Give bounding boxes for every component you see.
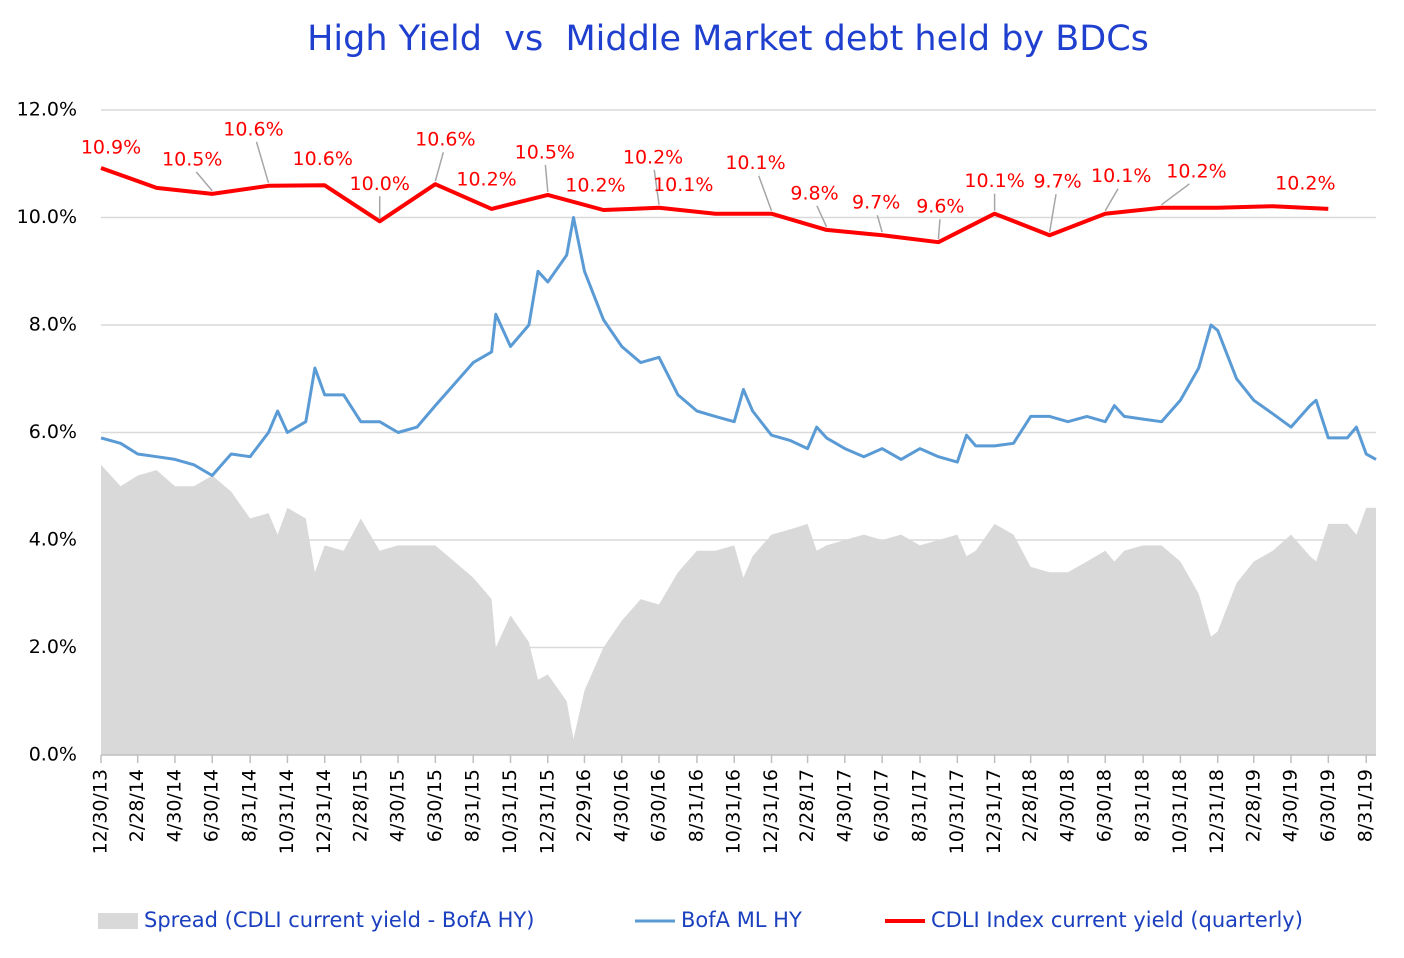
data-label: 10.6% bbox=[293, 148, 353, 170]
data-label: 10.9% bbox=[81, 137, 141, 159]
x-tick-label: 12/31/17 bbox=[983, 769, 1005, 854]
x-tick-label: 12/31/15 bbox=[536, 769, 558, 854]
legend-label: BofA ML HY bbox=[681, 908, 802, 932]
data-label: 10.1% bbox=[725, 152, 785, 174]
leader-line bbox=[876, 215, 883, 233]
x-tick-label: 2/28/15 bbox=[349, 769, 371, 842]
x-tick-label: 2/28/14 bbox=[126, 769, 148, 842]
x-tick-label: 4/30/14 bbox=[163, 769, 185, 842]
x-tick-label: 12/31/18 bbox=[1206, 769, 1228, 854]
y-tick-label: 10.0% bbox=[17, 206, 77, 228]
x-tick-label: 10/31/18 bbox=[1169, 769, 1191, 854]
y-tick-label: 8.0% bbox=[29, 314, 77, 336]
x-tick-label: 8/31/17 bbox=[909, 769, 931, 842]
x-tick-label: 8/31/16 bbox=[685, 769, 707, 842]
x-tick-label: 10/31/17 bbox=[946, 769, 968, 854]
x-tick-label: 8/31/14 bbox=[239, 769, 261, 842]
x-tick-label: 6/30/19 bbox=[1317, 769, 1339, 842]
leader-line bbox=[1104, 188, 1119, 212]
leader-line bbox=[816, 205, 828, 228]
data-label: 10.0% bbox=[350, 173, 410, 195]
y-tick-label: 2.0% bbox=[29, 636, 77, 658]
data-label: 10.1% bbox=[964, 170, 1024, 192]
data-label: 9.8% bbox=[790, 182, 838, 204]
y-tick-label: 12.0% bbox=[17, 99, 77, 121]
x-tick-label: 12/31/16 bbox=[760, 769, 782, 854]
line bbox=[100, 166, 1329, 245]
data-label: 10.2% bbox=[565, 174, 625, 196]
plot: 10.9%10.5%10.6%10.6%10.0%10.6%10.2%10.5%… bbox=[81, 118, 1377, 755]
data-label: 10.2% bbox=[1275, 172, 1335, 194]
x-tick-label: 6/30/17 bbox=[871, 769, 893, 842]
y-tick-label: 6.0% bbox=[29, 421, 77, 443]
leader-line bbox=[653, 169, 660, 205]
data-label: 9.6% bbox=[916, 196, 964, 218]
x-tick-label: 8/31/15 bbox=[462, 769, 484, 842]
x-tick-label: 4/30/16 bbox=[610, 769, 632, 842]
x-tick-label: 6/30/14 bbox=[201, 769, 223, 842]
chart-title: High Yield vs Middle Market debt held by… bbox=[307, 19, 1149, 59]
data-label: 10.2% bbox=[456, 168, 516, 190]
data-label: 10.1% bbox=[1091, 165, 1151, 187]
legend-label: CDLI Index current yield (quarterly) bbox=[931, 908, 1303, 932]
x-tick-label: 10/31/14 bbox=[276, 769, 298, 854]
x-tick-label: 8/31/18 bbox=[1132, 769, 1154, 842]
data-label: 10.5% bbox=[515, 141, 575, 163]
y-tick-label: 0.0% bbox=[29, 744, 77, 766]
x-tick-label: 4/30/18 bbox=[1056, 769, 1078, 842]
leader-line bbox=[255, 141, 270, 183]
data-label: 10.1% bbox=[653, 174, 713, 196]
leader-line bbox=[758, 175, 773, 211]
x-tick-label: 2/28/18 bbox=[1019, 769, 1041, 842]
legend-swatch bbox=[98, 913, 138, 929]
leader-line bbox=[195, 171, 213, 192]
leader-line bbox=[1161, 183, 1190, 206]
area bbox=[101, 464, 1376, 755]
x-tick-label: 2/28/17 bbox=[796, 769, 818, 842]
y-tick-label: 4.0% bbox=[29, 529, 77, 551]
legend-label: Spread (CDLI current yield - BofA HY) bbox=[144, 908, 534, 932]
data-label: 10.5% bbox=[162, 148, 222, 170]
data-label: 9.7% bbox=[852, 192, 900, 214]
x-tick-label: 6/30/18 bbox=[1094, 769, 1116, 842]
line bbox=[100, 216, 1377, 477]
leader-line bbox=[1048, 194, 1057, 233]
data-label: 10.6% bbox=[223, 118, 283, 140]
data-label: 10.2% bbox=[623, 146, 683, 168]
x-tick-label: 2/29/16 bbox=[573, 769, 595, 842]
data-label: 10.6% bbox=[415, 129, 475, 151]
x-tick-label: 4/30/15 bbox=[387, 769, 409, 842]
x-tick-label: 12/30/13 bbox=[90, 769, 112, 854]
x-tick-label: 12/31/14 bbox=[313, 769, 335, 854]
data-label: 9.7% bbox=[1033, 171, 1081, 193]
x-tick-label: 4/30/17 bbox=[833, 769, 855, 842]
x-tick-label: 4/30/19 bbox=[1280, 769, 1302, 842]
axes: 0.0% 2.0% 4.0% 6.0% 8.0% 10.0% 12.0% 12/30/13 2/… bbox=[17, 99, 1377, 933]
leader-line bbox=[937, 219, 941, 240]
leader-line bbox=[434, 151, 445, 182]
x-tick-label: 2/28/19 bbox=[1242, 769, 1264, 842]
x-tick-label: 10/31/16 bbox=[723, 769, 745, 854]
data-label: 10.2% bbox=[1166, 160, 1226, 182]
x-tick-label: 6/30/15 bbox=[424, 769, 446, 842]
leader-line bbox=[544, 164, 549, 192]
x-tick-label: 6/30/16 bbox=[648, 769, 670, 842]
x-tick-label: 10/31/15 bbox=[499, 769, 521, 854]
x-tick-label: 8/31/19 bbox=[1355, 769, 1377, 842]
